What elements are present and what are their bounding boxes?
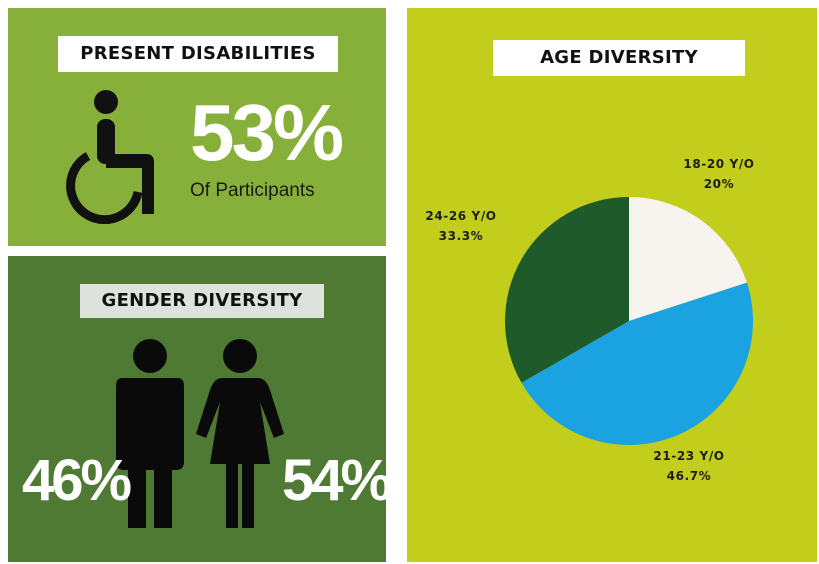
pie-slice-24-26-y-o <box>504 197 629 383</box>
slice-value: 46.7% <box>666 469 712 483</box>
slice-value: 20% <box>703 177 735 191</box>
age-title: AGE DIVERSITY <box>493 40 745 76</box>
disabilities-percent: 53% <box>190 88 344 177</box>
gender-panel: GENDER DIVERSITY 46% 54% <box>8 256 392 562</box>
female-figure-icon <box>196 339 284 528</box>
slice-name: 18-20 Y/O <box>683 157 755 171</box>
age-pie-chart <box>504 197 753 445</box>
age-panel: AGE DIVERSITY 18-20 Y/O 20% 21-23 Y/O 46… <box>407 8 817 562</box>
male-percent: 46% <box>22 448 132 513</box>
gender-title: GENDER DIVERSITY <box>80 284 324 318</box>
wheelchair-icon <box>66 90 154 224</box>
slice-label-21-23: 21-23 Y/O 46.7% <box>639 446 739 486</box>
slice-label-18-20: 18-20 Y/O 20% <box>669 154 769 194</box>
slice-name: 24-26 Y/O <box>425 209 497 223</box>
disabilities-subtitle: Of Participants <box>190 180 315 201</box>
slice-value: 33.3% <box>438 229 484 243</box>
slice-name: 21-23 Y/O <box>653 449 725 463</box>
disabilities-title: PRESENT DISABILITIES <box>58 36 338 72</box>
male-figure-icon <box>116 339 184 528</box>
slice-label-24-26: 24-26 Y/O 33.3% <box>411 206 511 246</box>
pie-slice-18-20-y-o <box>629 197 747 321</box>
disabilities-panel: PRESENT DISABILITIES 53% Of Participants <box>8 8 386 246</box>
female-percent: 54% <box>282 448 392 513</box>
pie-slice-21-23-y-o <box>521 282 753 445</box>
